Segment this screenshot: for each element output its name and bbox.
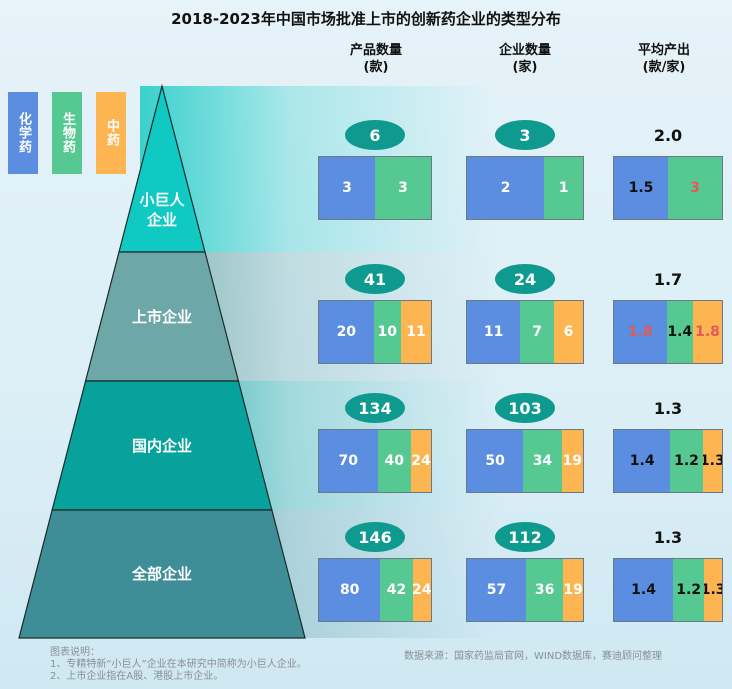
products-bar-all: 80 42 24 (318, 558, 432, 622)
products-bar-domestic: 70 40 24 (318, 429, 432, 493)
data-source: 数据来源：国家药监局官网，WIND数据库，赛迪顾问整理 (404, 651, 663, 662)
notes-heading: 图表说明： (50, 647, 100, 658)
average-segment-chemical: 1.4 (614, 559, 674, 621)
companies-total-all: 112 (495, 522, 555, 552)
average-segment-chemical: 1.8 (614, 301, 667, 363)
companies-bar-all: 57 36 19 (466, 558, 584, 622)
products-total-all: 146 (345, 522, 405, 552)
products-segment-tcm: 24 (412, 559, 431, 621)
legend-tcm: 中药 (96, 92, 126, 174)
note-1: 1、专精特新“小巨人”企业在本研究中简称为小巨人企业。 (50, 659, 307, 670)
column-header-products: 产品数量 (款) (316, 42, 436, 76)
average-segment-biologic: 3 (668, 157, 722, 219)
column-header-average-line1: 平均产出 (637, 43, 690, 58)
note-2: 2、上市企业指在A股、港股上市企业。 (50, 671, 224, 682)
average-bar-listed: 1.8 1.4 1.8 (613, 300, 723, 364)
products-segment-biologic: 42 (380, 559, 413, 621)
products-segment-chemical: 80 (319, 559, 381, 621)
chart-notes: 图表说明： 1、专精特新“小巨人”企业在本研究中简称为小巨人企业。 2、上市企业… (50, 647, 307, 683)
companies-segment-chemical: 2 (467, 157, 545, 219)
column-header-average: 平均产出 (款/家) (604, 42, 724, 76)
column-header-products-line1: 产品数量 (349, 43, 402, 58)
average-total-listed: 1.7 (653, 269, 683, 289)
average-segment-tcm: 1.3 (702, 430, 722, 492)
companies-bar-listed: 11 7 6 (466, 300, 584, 364)
companies-total-listed: 24 (495, 264, 555, 294)
average-segment-chemical: 1.4 (614, 430, 671, 492)
products-total-listed: 41 (345, 264, 405, 294)
products-segment-tcm: 11 (400, 301, 431, 363)
products-segment-chemical: 70 (319, 430, 378, 492)
average-bar-all: 1.4 1.2 1.3 (613, 558, 723, 622)
average-segment-biologic: 1.4 (666, 301, 693, 363)
products-total-little-giant: 6 (345, 120, 405, 150)
average-total-all: 1.3 (653, 527, 683, 547)
column-header-average-unit: (款/家) (642, 60, 686, 75)
column-header-companies-unit: (家) (512, 60, 538, 75)
companies-segment-chemical: 57 (467, 559, 527, 621)
companies-segment-tcm: 19 (563, 559, 583, 621)
companies-segment-biologic: 36 (526, 559, 564, 621)
companies-segment-biologic: 34 (523, 430, 562, 492)
companies-segment-chemical: 50 (467, 430, 524, 492)
products-bar-listed: 20 10 11 (318, 300, 432, 364)
companies-segment-tcm: 19 (561, 430, 583, 492)
companies-segment-biologic: 1 (544, 157, 583, 219)
companies-segment-biologic: 7 (520, 301, 554, 363)
products-segment-biologic: 40 (377, 430, 411, 492)
average-segment-tcm: 1.3 (704, 559, 722, 621)
companies-total-domestic: 103 (495, 393, 555, 423)
average-total-domestic: 1.3 (653, 398, 683, 418)
products-segment-chemical: 20 (319, 301, 374, 363)
average-segment-chemical: 1.5 (614, 157, 668, 219)
average-segment-biologic: 1.2 (670, 430, 703, 492)
column-header-companies-line1: 企业数量 (498, 43, 551, 58)
companies-total-little-giant: 3 (495, 120, 555, 150)
legend-biologic: 生物药 (52, 92, 82, 174)
average-total-little-giant: 2.0 (653, 125, 683, 145)
column-header-companies: 企业数量 (家) (465, 42, 585, 76)
pyramid-label-all: 全部企业 (131, 565, 192, 583)
average-segment-tcm: 1.8 (693, 301, 722, 363)
legend-chemical: 化学药 (8, 92, 38, 174)
chart-title: 2018-2023年中国市场批准上市的创新药企业的类型分布 (171, 10, 561, 28)
pyramid-label-listed: 上市企业 (131, 307, 192, 326)
column-header-products-unit: (款) (363, 60, 389, 75)
average-segment-biologic: 1.2 (673, 559, 705, 621)
products-segment-tcm: 24 (410, 430, 431, 492)
products-segment-biologic: 10 (373, 301, 401, 363)
pyramid-label-little-giant: 小巨人 企业 (139, 191, 185, 229)
products-segment-biologic: 3 (375, 157, 431, 219)
products-segment-chemical: 3 (319, 157, 375, 219)
average-bar-domestic: 1.4 1.2 1.3 (613, 429, 723, 493)
pyramid-label-domestic: 国内企业 (131, 436, 192, 455)
companies-bar-domestic: 50 34 19 (466, 429, 584, 493)
products-total-domestic: 134 (345, 393, 405, 423)
companies-segment-chemical: 11 (467, 301, 521, 363)
companies-segment-tcm: 6 (553, 301, 583, 363)
average-bar-little-giant: 1.5 3 (613, 156, 723, 220)
